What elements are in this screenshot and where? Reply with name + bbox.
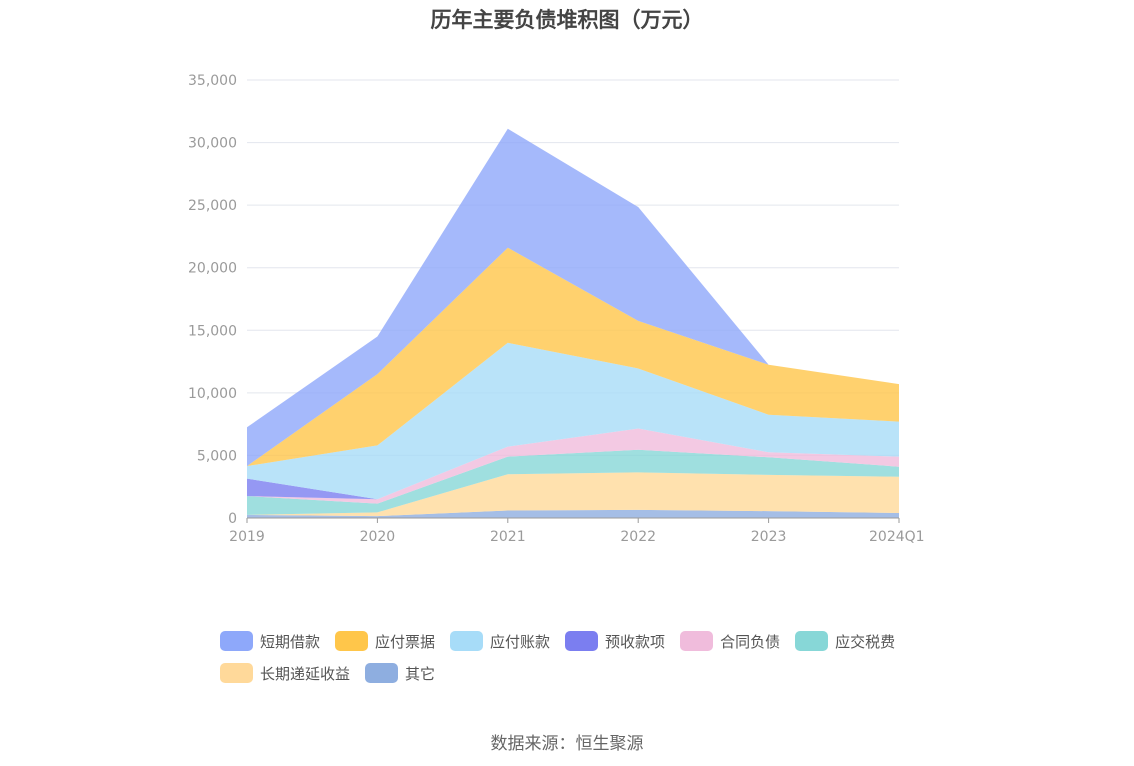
legend-swatch <box>220 631 253 651</box>
legend-swatch <box>220 663 253 683</box>
x-tick-label: 2024Q1 <box>869 529 925 545</box>
legend-item-应付票据[interactable]: 应付票据 <box>335 630 435 652</box>
area-series-应付票据 <box>247 247 899 467</box>
area-series-预收款项 <box>247 428 899 500</box>
legend-label: 合同负债 <box>720 632 781 651</box>
y-tick-label: 15,000 <box>188 323 237 339</box>
x-tick-label: 2023 <box>751 529 787 545</box>
data-source-note: 数据来源：恒生聚源 <box>490 734 644 754</box>
legend-swatch <box>680 631 714 651</box>
legend: 短期借款 应付票据 应付账款 预收款项 合同负债 应交税费长期递延收益 其它 <box>220 630 940 684</box>
area-series-group <box>247 128 899 518</box>
legend-item-长期递延收益[interactable]: 长期递延收益 <box>220 662 350 684</box>
legend-item-应交税费[interactable]: 应交税费 <box>795 630 895 652</box>
legend-item-合同负债[interactable]: 合同负债 <box>680 630 780 652</box>
legend-item-其它[interactable]: 其它 <box>365 662 435 684</box>
x-tick-label: 2019 <box>229 529 265 545</box>
area-series-应付账款 <box>247 342 899 500</box>
legend-swatch <box>565 631 599 651</box>
y-tick-label: 5,000 <box>197 448 237 464</box>
area-series-短期借款 <box>247 128 899 467</box>
legend-swatch <box>795 631 829 651</box>
legend-label: 长期递延收益 <box>260 664 351 683</box>
legend-label: 短期借款 <box>260 632 321 651</box>
legend-label: 应付票据 <box>375 632 436 651</box>
legend-item-预收款项[interactable]: 预收款项 <box>565 630 665 652</box>
area-series-长期递延收益 <box>247 472 899 517</box>
y-tick-label: 30,000 <box>188 136 237 152</box>
y-tick-label: 35,000 <box>188 73 237 89</box>
legend-label: 应付账款 <box>490 632 551 651</box>
x-tick-label: 2020 <box>360 529 396 545</box>
y-tick-label: 25,000 <box>188 198 237 214</box>
legend-label: 应交税费 <box>835 632 896 651</box>
y-tick-label: 20,000 <box>188 261 237 277</box>
x-tick-label: 2022 <box>620 529 656 545</box>
legend-item-短期借款[interactable]: 短期借款 <box>220 630 320 652</box>
y-tick-label: 10,000 <box>188 386 237 402</box>
legend-item-应付账款[interactable]: 应付账款 <box>450 630 550 652</box>
y-tick-label: 0 <box>228 511 237 527</box>
area-series-其它 <box>247 509 899 518</box>
legend-swatch <box>365 663 399 683</box>
legend-swatch <box>450 631 484 651</box>
axes: 0 5,000 10,000 15,000 20,000 25,000 30,000 35,0… <box>188 73 925 545</box>
stacked-area-chart: 0 5,000 10,000 15,000 20,000 25,000 30,000 35,0… <box>188 73 925 545</box>
legend-label: 预收款项 <box>605 632 666 651</box>
chart-title: 历年主要负债堆积图（万元） <box>430 8 704 32</box>
area-series-合同负债 <box>247 428 899 504</box>
area-series-应交税费 <box>247 449 899 515</box>
legend-label: 其它 <box>405 664 436 683</box>
x-tick-label: 2021 <box>490 529 526 545</box>
legend-swatch <box>335 631 369 651</box>
